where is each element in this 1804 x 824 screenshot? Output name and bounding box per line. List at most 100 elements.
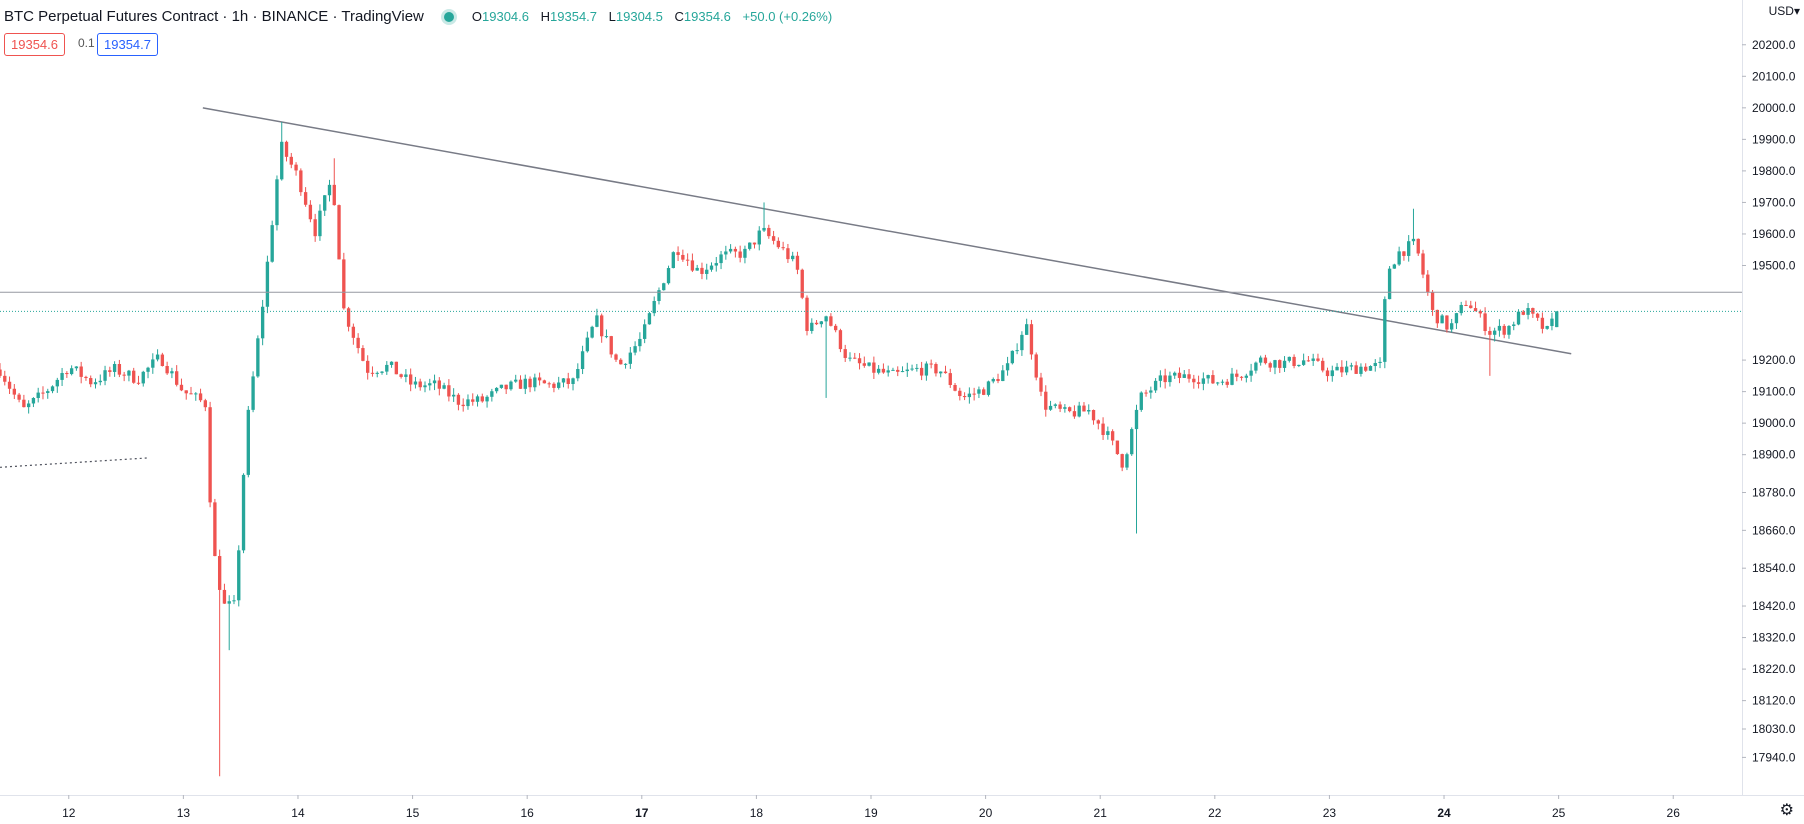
candle-up <box>662 282 666 291</box>
candle-up <box>666 265 671 285</box>
x-tick-label: 18 <box>750 806 764 820</box>
candle-body <box>256 338 260 377</box>
candle-body <box>962 396 967 398</box>
candle-body <box>791 255 795 260</box>
candle-down <box>1540 312 1545 334</box>
candle-body <box>1497 325 1502 331</box>
candle-body <box>1311 358 1315 361</box>
candle-up <box>1015 343 1019 355</box>
candle-down <box>614 353 618 362</box>
candle-body <box>237 550 241 601</box>
candle-body <box>537 377 542 381</box>
candle-body <box>623 363 628 365</box>
candle-down <box>953 382 957 392</box>
candle-down <box>370 366 375 377</box>
candle-up <box>671 251 675 269</box>
candle-down <box>447 379 451 402</box>
candle-up <box>1005 356 1010 376</box>
candle-up <box>657 287 661 305</box>
candle-down <box>136 375 141 385</box>
candle-down <box>65 371 69 378</box>
candle-body <box>1349 365 1354 367</box>
sell-price-button[interactable]: 19354.6 <box>4 33 65 56</box>
trendline[interactable] <box>202 107 1572 355</box>
candle-body <box>408 374 413 385</box>
candle-down <box>303 187 308 207</box>
candle-up <box>1010 350 1015 365</box>
candle-down <box>1196 375 1201 389</box>
y-tick-label: 20100.0 <box>1752 69 1796 83</box>
buy-price-button[interactable]: 19354.7 <box>97 33 158 56</box>
candle-up <box>499 384 504 389</box>
candle-body <box>1005 363 1010 371</box>
candle-up <box>743 245 747 264</box>
candle-body <box>824 316 828 322</box>
candle-body <box>222 589 227 604</box>
candle-up <box>26 400 31 414</box>
candle-down <box>1091 409 1096 425</box>
candle-body <box>31 397 36 404</box>
dotted-trendline[interactable] <box>0 457 150 468</box>
candle-down <box>1268 361 1272 372</box>
candle-up <box>1497 319 1502 337</box>
candle-body <box>46 391 50 394</box>
candle-body <box>958 390 962 397</box>
candle-down <box>829 313 833 327</box>
candle-body <box>1555 311 1559 328</box>
candle-up <box>1125 452 1129 471</box>
candle-body <box>652 300 656 314</box>
candle-down <box>399 373 403 379</box>
candle-down <box>1082 402 1086 412</box>
candle-body <box>876 368 881 373</box>
candle-body <box>1535 313 1540 318</box>
candle-down <box>814 320 819 326</box>
price-axis[interactable]: 20200.0 20100.0 20000.0 19900.0 19800.0 19700… <box>1742 0 1804 824</box>
candle-up <box>1106 426 1110 440</box>
candle-body <box>614 354 618 360</box>
candle-body <box>795 255 800 270</box>
candle-up <box>580 345 585 375</box>
candle-body <box>308 204 313 220</box>
spread-value: 0.1 <box>72 33 101 54</box>
candle-body <box>986 381 991 395</box>
candle-body <box>165 365 169 374</box>
candle-body <box>89 378 93 385</box>
gear-icon[interactable]: ⚙ <box>1779 802 1794 819</box>
candle-body <box>499 384 504 388</box>
candle-down <box>0 363 2 378</box>
candle-up <box>475 394 480 407</box>
time-axis[interactable]: 12 13 14 15 16 17 18 19 20 21 22 23 24 25 26 <box>0 795 1804 820</box>
trendline-layer[interactable] <box>0 107 1572 468</box>
y-tick-label: 18780.0 <box>1752 486 1796 500</box>
candle-down <box>1110 429 1115 446</box>
candle-up <box>60 367 64 386</box>
candle-body <box>1282 360 1287 368</box>
candle-body <box>1163 375 1167 383</box>
symbol-title[interactable]: BTC Perpetual Futures Contract · 1h · BI… <box>4 8 424 25</box>
candle-body <box>213 502 217 557</box>
y-tick-label: 19600.0 <box>1752 227 1796 241</box>
y-tick-label: 18900.0 <box>1752 448 1796 462</box>
candle-up <box>1077 401 1081 418</box>
candle-body <box>155 354 160 360</box>
candle-up <box>1555 311 1559 328</box>
candle-body <box>891 369 895 371</box>
x-tick-label: 14 <box>291 806 305 820</box>
currency-selector[interactable]: USD▾ <box>1769 4 1800 18</box>
candle-body <box>60 373 64 380</box>
high-value: 19354.7 <box>550 9 598 24</box>
candle-body <box>170 371 174 374</box>
candle-body <box>1502 325 1506 335</box>
candle-body <box>122 374 126 376</box>
candle-body <box>1278 360 1282 368</box>
candle-body <box>1297 364 1301 367</box>
candle-up <box>1244 373 1249 383</box>
open-label: O <box>471 9 483 24</box>
candle-up <box>1149 386 1153 399</box>
x-tick-label: 17 <box>635 806 649 820</box>
candle-body <box>370 372 375 374</box>
candle-up <box>867 362 871 367</box>
candle-down <box>351 323 356 345</box>
candle-down <box>1120 453 1124 472</box>
